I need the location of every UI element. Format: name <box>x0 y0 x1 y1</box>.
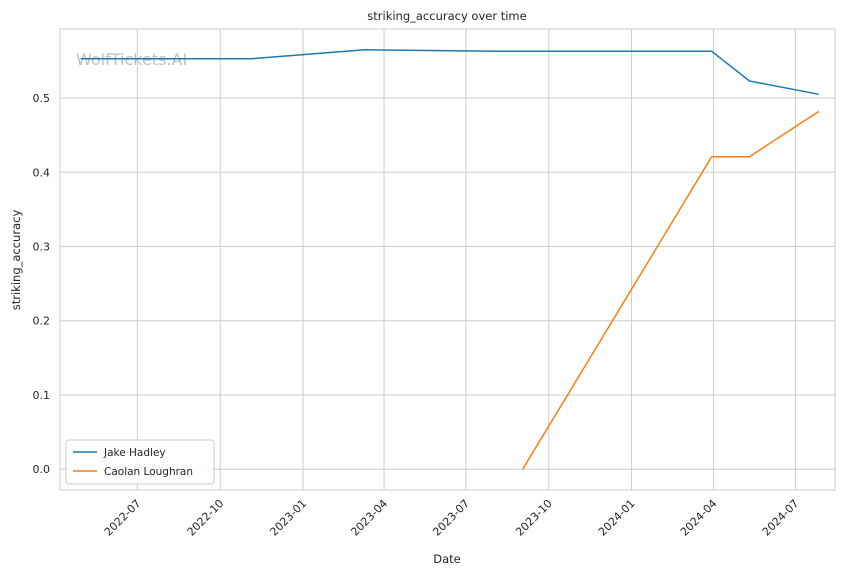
y-tick-label: 0.4 <box>33 166 51 179</box>
y-tick-label: 0.3 <box>33 241 51 254</box>
watermark: WolfTickets.AI <box>76 50 187 69</box>
plot-area <box>59 28 836 491</box>
y-tick-label: 0.1 <box>33 389 51 402</box>
y-tick-label: 0.0 <box>33 463 51 476</box>
legend-box <box>65 439 215 485</box>
legend-label-0: Jake Hadley <box>103 447 166 459</box>
x-tick-label: 2024-01 <box>596 497 638 539</box>
series-lines <box>80 49 820 470</box>
x-tick-label: 2024-07 <box>760 497 802 539</box>
x-tick-label: 2023-01 <box>267 497 309 539</box>
x-tick-label: 2022-07 <box>102 497 144 539</box>
y-axis-ticks: 0.0 0.1 0.2 0.3 0.4 0.5 <box>33 92 51 476</box>
x-tick-label: 2023-04 <box>348 497 390 539</box>
chart-title: striking_accuracy over time <box>367 9 526 23</box>
y-axis-label: striking_accuracy <box>9 210 23 311</box>
x-tick-label: 2024-04 <box>678 497 720 539</box>
legend-label-1: Caolan Loughran <box>104 466 193 478</box>
x-axis-ticks: 2022-07 2022-10 2023-01 2023-04 2023-07 2023-… <box>102 497 802 539</box>
series-line-1 <box>522 110 820 470</box>
x-tick-label: 2023-07 <box>430 497 472 539</box>
y-tick-label: 0.2 <box>33 315 51 328</box>
series-line-0 <box>80 49 819 96</box>
legend: Jake Hadley Caolan Loughran <box>65 439 215 485</box>
x-axis-label: Date <box>433 552 461 566</box>
y-tick-label: 0.5 <box>33 92 51 105</box>
x-tick-label: 2023-10 <box>513 497 555 539</box>
x-tick-label: 2022-10 <box>185 497 227 539</box>
